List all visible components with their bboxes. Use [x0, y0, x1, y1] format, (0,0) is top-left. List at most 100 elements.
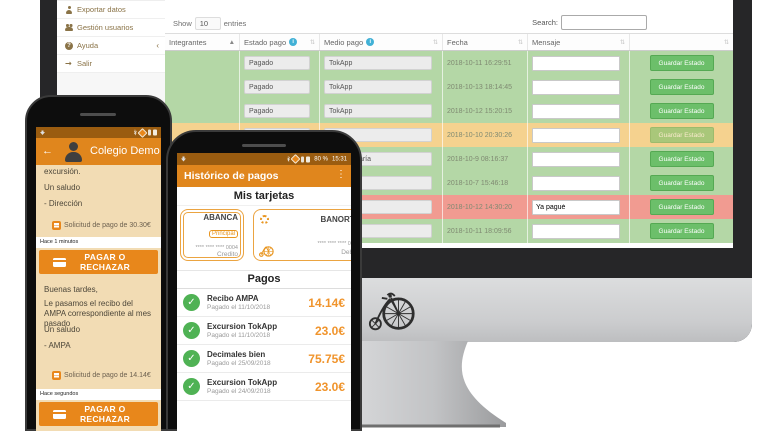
pagar-o-rechazar-button[interactable]: PAGAR O RECHAZAR	[39, 402, 158, 426]
payment-list-item[interactable]: Decimales bien Pagado el 25/09/2018 75.7…	[177, 345, 351, 373]
logout-icon	[65, 59, 73, 69]
mensaje-input[interactable]	[532, 175, 620, 191]
person-icon	[65, 5, 73, 14]
speaker-slit	[242, 144, 286, 147]
estado-pago-select[interactable]: Pagado	[244, 104, 310, 118]
payment-list-item[interactable]: Excursion TokApp Pagado el 24/09/2018 23…	[177, 373, 351, 401]
sort-icon: ⇅	[432, 39, 438, 46]
fecha-cell: 2018-10-12 15:20:15	[443, 99, 528, 123]
fecha-cell: 2018-10-7 15:46:18	[443, 171, 528, 195]
mensaje-input[interactable]	[532, 79, 620, 95]
guardar-estado-button[interactable]: Guardar Estado	[649, 127, 714, 143]
message-line: - Dirección	[44, 199, 83, 208]
mensaje-input[interactable]	[532, 127, 620, 143]
bank-card-banorte[interactable]: BANORTE **** **** **** 0005 Debito	[253, 209, 351, 261]
bluetooth-icon	[134, 129, 137, 136]
estado-pago-select[interactable]: Pagado	[244, 80, 310, 94]
pagar-o-rechazar-button[interactable]: PAGAR O RECHAZAR	[39, 250, 158, 274]
sort-icon: ⇅	[723, 39, 729, 46]
guardar-estado-button[interactable]: Guardar Estado	[649, 103, 714, 119]
battery-icon	[306, 156, 311, 162]
status-bar: 80 % 15:31	[177, 153, 351, 165]
info-icon[interactable]: i	[289, 38, 298, 46]
mensaje-input[interactable]	[532, 199, 620, 215]
medio-pago-select[interactable]: TokApp	[324, 80, 432, 94]
mensaje-input[interactable]	[532, 103, 620, 119]
users-icon	[65, 24, 73, 32]
speaker-slit	[80, 113, 116, 116]
monitor-stand	[346, 341, 506, 428]
guardar-estado-button[interactable]: Guardar Estado	[649, 79, 714, 95]
entries-select[interactable]: 10	[194, 17, 221, 30]
app-bar-title: Colegio Demo de	[90, 145, 161, 157]
table-row: Pagado TokApp 2018-10-13 18:14:45 Guarda…	[165, 75, 733, 99]
mensaje-input[interactable]	[532, 223, 620, 239]
mensaje-input[interactable]	[532, 55, 620, 71]
guardar-estado-button[interactable]: Guardar Estado	[649, 151, 714, 167]
entries-label: entries	[223, 19, 247, 28]
shield-icon	[290, 154, 301, 164]
mensaje-input[interactable]	[532, 151, 620, 167]
column-header-integrantes[interactable]: Integrantes ▲	[165, 34, 240, 50]
message-timestamp: Hace 1 minutos	[36, 237, 161, 248]
column-header-fecha[interactable]: Fecha ⇅	[443, 34, 528, 50]
cards-section-title: Mis tarjetas	[177, 187, 351, 206]
shield-icon	[137, 127, 148, 138]
sidebar-item-label: Exportar datos	[77, 5, 126, 14]
column-header-medio-pago[interactable]: Medio pago i ⇅	[320, 34, 443, 50]
payment-amount: 14.14€	[308, 295, 345, 310]
medio-pago-select[interactable]: TokApp	[324, 104, 432, 118]
fecha-cell: 2018-10-13 18:14:45	[443, 75, 528, 99]
payment-date: Pagado el 11/10/2018	[207, 303, 271, 311]
fecha-cell: 2018-10-11 18:09:56	[443, 219, 528, 243]
help-icon	[65, 41, 73, 50]
sidebar-item-salir[interactable]: Salir	[57, 55, 165, 73]
payment-amount: 75.75€	[308, 351, 345, 366]
cards-list: ABANCA Principal **** **** **** 0004 Cre…	[177, 206, 351, 266]
credit-card-icon	[53, 257, 66, 267]
sidebar-item-exportar-datos[interactable]: Exportar datos	[57, 1, 165, 19]
column-header-estado-pago[interactable]: Estado pago i ⇅	[240, 34, 320, 50]
medio-pago-select[interactable]: TokApp	[324, 56, 432, 70]
overflow-menu-icon[interactable]: ⋮	[336, 169, 346, 180]
battery-icon	[153, 129, 157, 136]
payment-date: Pagado el 24/09/2018	[207, 387, 271, 395]
sidebar-item-gestion-usuarios[interactable]: Gestión usuarios	[57, 19, 165, 37]
info-icon[interactable]: i	[366, 38, 375, 46]
column-header-mensaje[interactable]: Mensaje ⇅	[528, 34, 630, 50]
estado-pago-select[interactable]: Pagado	[244, 56, 310, 70]
admin-main: Show 10 entries Search: Integrantes ▲ Esta…	[165, 0, 733, 248]
guardar-estado-button[interactable]: Guardar Estado	[649, 199, 714, 215]
payment-list-item[interactable]: Excursion TokApp Pagado el 11/10/2018 23…	[177, 317, 351, 345]
guardar-estado-button[interactable]: Guardar Estado	[649, 175, 714, 191]
sort-icon: ⇅	[517, 39, 523, 46]
integrantes-cell	[165, 75, 240, 99]
message-line: excursión.	[44, 167, 81, 176]
guardar-estado-button[interactable]: Guardar Estado	[649, 223, 714, 239]
search-control: Search:	[532, 15, 647, 30]
gear-icon[interactable]	[260, 215, 269, 224]
check-icon	[183, 322, 200, 339]
integrantes-cell	[165, 99, 240, 123]
check-icon	[183, 294, 200, 311]
bank-card-abanca[interactable]: ABANCA Principal **** **** **** 0004 Cre…	[180, 209, 244, 261]
sort-icon: ⇅	[619, 39, 625, 46]
avatar	[62, 140, 86, 164]
phone-left-screen: ← Colegio Demo de excursión. Un saludo -…	[36, 127, 161, 431]
search-input[interactable]	[561, 15, 647, 30]
credit-card-icon	[53, 409, 66, 419]
payment-request-text: Solicitud de pago de 14.14€	[64, 372, 151, 379]
payment-name: Decimales bien	[207, 349, 266, 359]
payment-name: Excursion TokApp	[207, 377, 278, 387]
chevron-left-icon: ‹	[156, 41, 159, 50]
card-type: Debito	[341, 249, 351, 256]
back-icon[interactable]: ←	[42, 145, 53, 157]
fecha-cell: 2018-10-12 14:30:20	[443, 195, 528, 219]
payment-list-item[interactable]: Recibo AMPA Pagado el 11/10/2018 14.14€	[177, 289, 351, 317]
sidebar-item-ayuda[interactable]: Ayuda ‹	[57, 37, 165, 55]
column-header-actions[interactable]: ⇅	[630, 34, 733, 50]
guardar-estado-button[interactable]: Guardar Estado	[649, 55, 714, 71]
card-type: Credito	[217, 251, 238, 258]
payment-amount: 23.0€	[314, 323, 345, 338]
signal-icon	[148, 129, 151, 136]
